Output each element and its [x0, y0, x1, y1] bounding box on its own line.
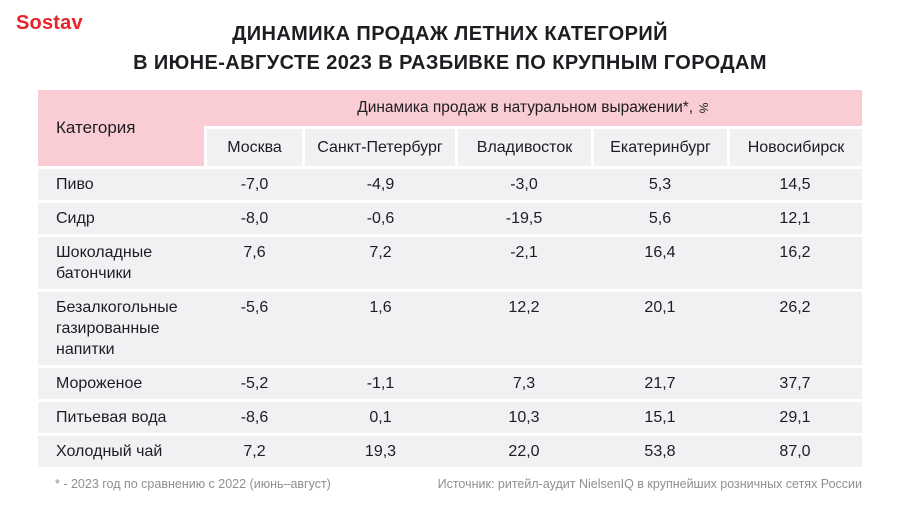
- column-header-city-4: Екатеринбург: [594, 129, 727, 166]
- value-cell: 0,1: [369, 409, 392, 426]
- sostav-logo: Sostav: [16, 12, 83, 34]
- value-cell: 26,2: [779, 299, 811, 316]
- row-category-label: Мороженое: [56, 375, 143, 392]
- value-cell: 53,8: [644, 443, 676, 460]
- value-cell: 7,3: [512, 375, 536, 392]
- table-body: Пиво -7,0 -4,9 -3,0 5,3 14,5 Сидр -8,0 -0,6 -19,5…: [38, 169, 862, 467]
- value-cell: 22,0: [508, 443, 540, 460]
- value-cell: 5,3: [648, 176, 672, 193]
- value-cell: 87,0: [779, 443, 811, 460]
- column-header-city-2: Санкт-Петербург: [305, 129, 455, 166]
- table-row: Безалкогольные газированные напитки -5,6 1…: [38, 292, 862, 365]
- table-row: Шоколадные батончики 7,6 7,2 -2,1 16,4 16,2: [38, 237, 862, 289]
- value-cell: 5,6: [648, 210, 672, 227]
- sales-table: Категория Динамика продаж в натуральном …: [38, 90, 862, 467]
- value-cell: -5,6: [240, 299, 269, 316]
- column-header-city-1: Москва: [207, 129, 302, 166]
- table-row: Мороженое -5,2 -1,1 7,3 21,7 37,7: [38, 368, 862, 399]
- title-line-2: В ИЮНЕ-АВГУСТЕ 2023 В РАЗБИВКЕ ПО КРУПНЫ…: [133, 52, 767, 74]
- column-header-category: Категория: [38, 90, 204, 166]
- value-cell: 12,2: [508, 299, 540, 316]
- value-cell: -19,5: [505, 210, 543, 227]
- value-cell: 10,3: [508, 409, 540, 426]
- row-category-label: Холодный чай: [56, 443, 163, 460]
- page-title: ДИНАМИКА ПРОДАЖ ЛЕТНИХ КАТЕГОРИЙ В ИЮНЕ-…: [0, 20, 900, 78]
- value-cell: 7,2: [369, 244, 392, 261]
- row-category-label: Шоколадные батончики: [56, 244, 153, 282]
- table-row: Сидр -8,0 -0,6 -19,5 5,6 12,1: [38, 203, 862, 234]
- title-line-1: ДИНАМИКА ПРОДАЖ ЛЕТНИХ КАТЕГОРИЙ: [232, 23, 668, 45]
- value-cell: -3,0: [510, 176, 538, 193]
- row-category-label: Сидр: [56, 210, 95, 227]
- value-cell: 7,2: [243, 443, 266, 460]
- value-cell: 15,1: [644, 409, 676, 426]
- value-cell: 14,5: [779, 176, 811, 193]
- value-cell: -8,0: [240, 210, 269, 227]
- value-cell: -7,0: [240, 176, 269, 193]
- table-row: Питьевая вода -8,6 0,1 10,3 15,1 29,1: [38, 402, 862, 433]
- value-cell: 12,1: [779, 210, 811, 227]
- value-cell: -5,2: [240, 375, 269, 392]
- value-cell: 29,1: [779, 409, 811, 426]
- source-note: Источник: ритейл-аудит NielsenIQ в крупн…: [437, 477, 862, 491]
- value-cell: 1,6: [369, 299, 392, 316]
- table-row: Пиво -7,0 -4,9 -3,0 5,3 14,5: [38, 169, 862, 200]
- group-header: Динамика продаж в натуральном выражении*…: [204, 90, 862, 126]
- percent-unit: %: [696, 102, 711, 114]
- value-cell: -2,1: [510, 244, 538, 261]
- value-cell: -0,6: [366, 210, 395, 227]
- row-category-label: Безалкогольные газированные напитки: [56, 299, 178, 358]
- value-cell: 16,2: [779, 244, 811, 261]
- group-header-label: Динамика продаж в натуральном выражении*…: [357, 99, 694, 116]
- column-header-city-3: Владивосток: [458, 129, 591, 166]
- table-row: Холодный чай 7,2 19,3 22,0 53,8 87,0: [38, 436, 862, 467]
- value-cell: -8,6: [240, 409, 269, 426]
- row-category-label: Пиво: [56, 176, 94, 193]
- value-cell: -1,1: [366, 375, 395, 392]
- table-header: Категория Динамика продаж в натуральном …: [38, 90, 862, 166]
- footnote: * - 2023 год по сравнению с 2022 (июнь–а…: [55, 477, 331, 491]
- value-cell: 21,7: [644, 375, 676, 392]
- column-header-city-5: Новосибирск: [730, 129, 862, 166]
- value-cell: 37,7: [779, 375, 811, 392]
- table-header-right: Динамика продаж в натуральном выражении*…: [204, 90, 862, 166]
- value-cell: -4,9: [366, 176, 395, 193]
- city-header-row: Москва Санкт-Петербург Владивосток Екатерин…: [207, 129, 862, 166]
- value-cell: 16,4: [644, 244, 676, 261]
- value-cell: 20,1: [644, 299, 676, 316]
- value-cell: 19,3: [364, 443, 397, 460]
- row-category-label: Питьевая вода: [56, 409, 167, 426]
- value-cell: 7,6: [243, 244, 266, 261]
